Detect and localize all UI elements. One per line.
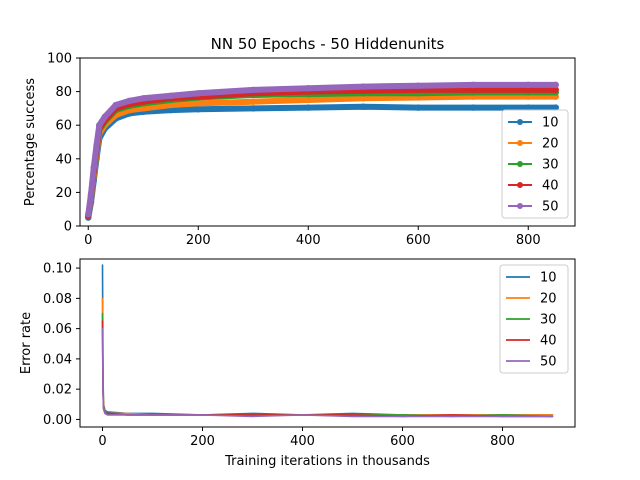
series-point-10 [415,104,422,111]
series-point-50 [415,82,422,89]
series-point-50 [87,190,95,198]
legend-label-40: 40 [542,179,559,194]
series-point-50 [305,85,312,92]
legend-marker-10 [517,119,523,125]
legend-label-30: 30 [540,313,557,328]
series-point-20 [140,105,147,112]
series-point-10 [195,106,202,113]
series-point-10 [470,104,477,111]
series-point-20 [167,101,174,109]
series-point-50 [470,81,477,89]
axes-frame [79,57,576,227]
y-tick-label: 40 [55,152,72,167]
y-tick-label: 100 [47,52,72,67]
series-point-40 [470,86,477,94]
series-point-20 [250,98,257,105]
series-point-50 [167,92,174,100]
series-point-50 [552,81,559,89]
x-tick-label: 600 [406,233,431,248]
series-point-50 [250,86,257,94]
legend-label-20: 20 [540,292,557,307]
series-point-20 [305,96,312,104]
x-tick-label: 600 [390,434,415,449]
chart-title: NN 50 Epochs - 50 Hiddenunits [211,35,445,53]
series-point-50 [126,97,133,105]
series-point-50 [96,122,103,129]
x-tick-label: 0 [84,233,92,248]
y-tick-label: 60 [55,119,72,134]
x-tick-label: 800 [516,233,541,248]
x-tick-label: 400 [296,233,321,248]
series-point-50 [525,81,532,89]
legend-box [499,264,569,374]
legend-label-20: 20 [542,137,559,152]
series-point-50 [93,142,100,149]
series-point-50 [360,83,367,90]
series-point-50 [112,101,119,109]
x-tick-label: 200 [186,233,211,248]
series-point-40 [552,86,559,94]
x-tick-label: 800 [490,434,515,449]
legend-marker-50 [517,203,523,209]
series-point-40 [525,86,532,94]
axes-frame [79,258,576,428]
series-point-10 [525,104,532,111]
error-chart: 0 200 400 600 800 0.00 0.02 0.04 0.06 0.08 0.10 Tra… [19,258,576,469]
y-tick-label: 0.10 [43,262,72,277]
legend-label-10: 10 [542,116,559,131]
series-point-20 [360,95,367,102]
legend-marker-40 [517,182,523,188]
legend-label-40: 40 [540,334,557,349]
y-tick-label: 0.00 [43,413,72,428]
series-point-50 [90,164,97,171]
legend-box [501,109,569,219]
legend-label-30: 30 [542,158,559,173]
legend-marker-20 [517,140,523,146]
legend-label-10: 10 [540,271,557,286]
series-point-50 [140,95,147,102]
series-point-50 [85,211,92,218]
y-axis-label: Error rate [19,312,34,374]
x-tick-label: 400 [290,434,315,449]
series-point-50 [195,90,202,97]
x-tick-label: 200 [190,434,215,449]
y-tick-label: 0.06 [43,322,72,337]
y-tick-label: 0.08 [43,292,72,307]
series-line-50 [101,327,554,418]
series-point-10 [552,104,559,111]
series-point-50 [101,113,108,121]
y-tick-label: 0 [64,220,72,235]
legend-label-50: 50 [542,200,559,215]
series-point-10 [360,103,367,110]
series-point-10 [250,105,257,112]
y-tick-label: 80 [55,85,72,100]
legend-marker-30 [517,161,523,167]
series-point-10 [305,104,312,111]
series-point-20 [195,100,202,107]
series-point-10 [167,106,174,114]
success-chart: 0 200 400 600 800 0 20 40 60 80 100 NN 50 Epochs - … [23,35,576,248]
y-axis-label: Percentage success [23,78,38,206]
series-line-50 [85,81,559,218]
y-tick-label: 0.04 [43,352,72,367]
legend-label-50: 50 [540,355,557,370]
x-axis-label: Training iterations in thousands [224,454,430,469]
y-tick-label: 0.02 [43,383,72,398]
y-tick-label: 20 [55,186,72,201]
x-tick-label: 0 [98,434,106,449]
